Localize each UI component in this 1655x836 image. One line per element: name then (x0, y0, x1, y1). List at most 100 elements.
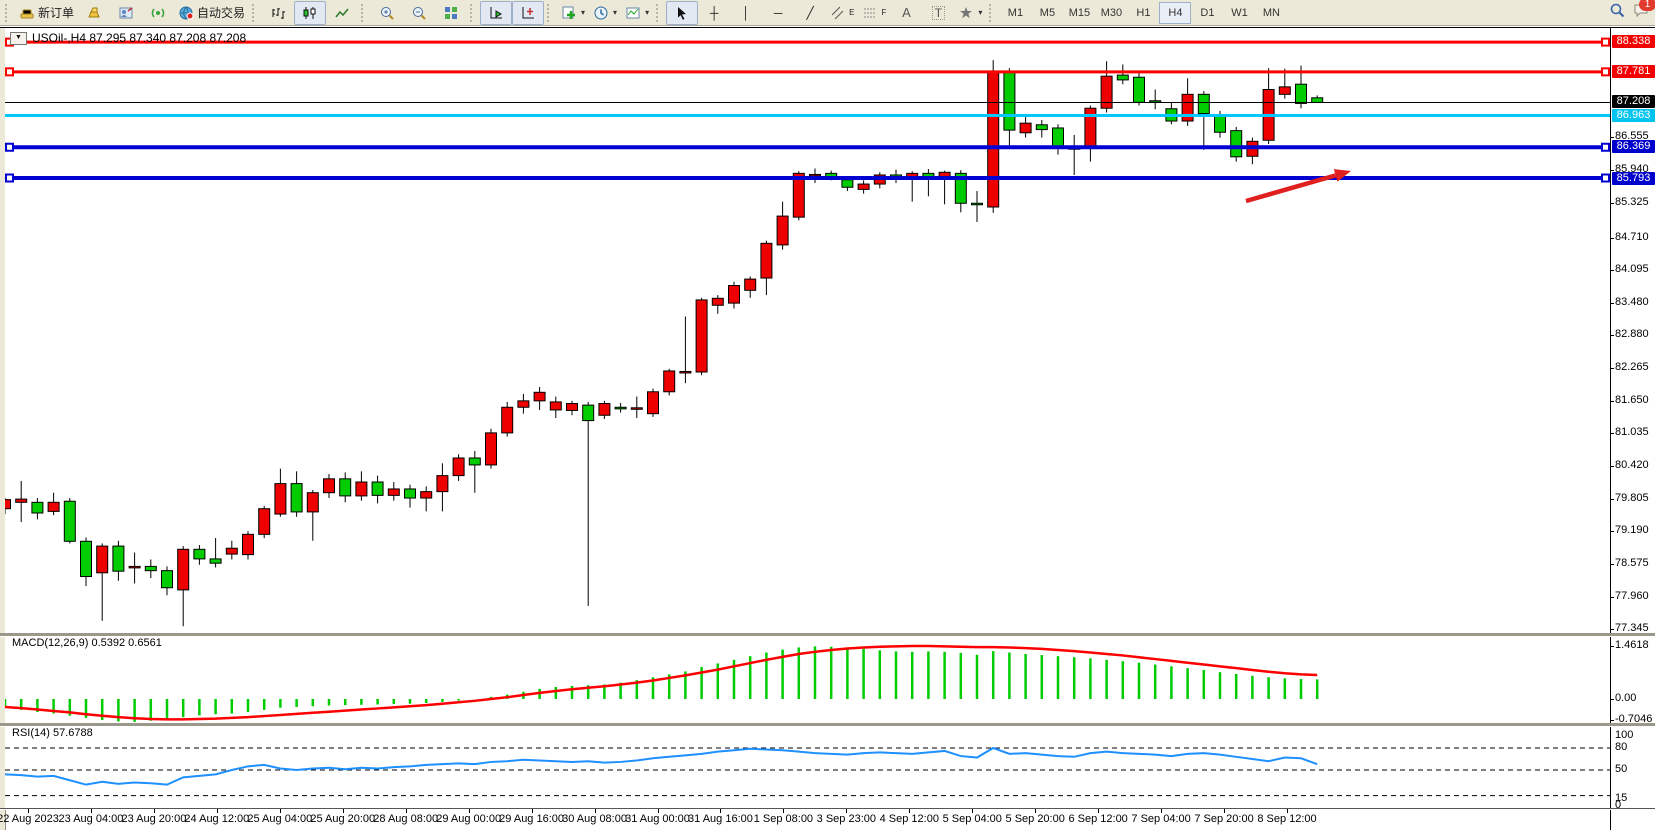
trendline-tool-button[interactable]: ╱ (794, 1, 826, 25)
profile-button[interactable] (110, 1, 142, 25)
candle-body (1295, 83, 1307, 104)
templates-button[interactable]: ▾ (621, 1, 653, 25)
cursor-tool-button[interactable] (666, 0, 699, 25)
axis-tick (1610, 433, 1614, 434)
auto-trading-button[interactable]: 自动交易 (174, 1, 249, 25)
axis-tick (216, 809, 218, 813)
price-line-badge: 88.338 (1612, 35, 1655, 48)
candle-body (938, 171, 951, 178)
zoom-in-icon (381, 6, 394, 20)
timeframe-button-d1[interactable]: D1 (1200, 6, 1215, 19)
fibonacci-icon (864, 8, 877, 17)
candle-body (1100, 75, 1113, 109)
zoom-out-icon (413, 6, 426, 20)
horizontal-line-tool-button[interactable]: ─ (762, 1, 794, 25)
zoom-in-button[interactable] (371, 1, 403, 25)
toolbar-grip[interactable] (989, 3, 995, 22)
toolbar-grip[interactable] (252, 3, 258, 22)
macd-signal-line (5, 644, 1318, 721)
line-handle[interactable] (1601, 67, 1610, 77)
toolbar-grip[interactable] (361, 3, 367, 22)
rsi-scale-label: 50 (1615, 763, 1628, 775)
axis-tick (1610, 368, 1614, 369)
search-icon[interactable] (1609, 2, 1625, 18)
time-axis-label: 1 Sep 08:00 (753, 813, 814, 825)
channel-tag: E (849, 8, 855, 17)
candle-body (501, 406, 514, 434)
candle-body (306, 492, 319, 513)
rsi-scale-label: 80 (1615, 741, 1628, 753)
auto-scroll-button[interactable] (480, 0, 513, 25)
zoom-out-button[interactable] (403, 1, 435, 25)
timeframe-button-m30[interactable]: M30 (1100, 6, 1123, 19)
toolbar-grip[interactable] (470, 3, 476, 22)
timeframe-button-h1[interactable]: H1 (1136, 6, 1151, 19)
chart-title: USOil-,H4 87.295 87.340 87.208 87.208 (32, 31, 247, 45)
chart-shift-button[interactable] (512, 0, 545, 25)
bar-chart-button[interactable] (262, 1, 294, 25)
ingots-button[interactable] (78, 1, 110, 25)
text-tool-button[interactable]: A (890, 1, 922, 25)
symbol-dropdown-icon[interactable]: ▼ (10, 31, 27, 45)
dropdown-arrow-icon: ▾ (581, 8, 586, 17)
bar-chart-icon (272, 7, 286, 19)
time-axis-label: 7 Sep 04:00 (1131, 813, 1191, 825)
candle-body (339, 478, 352, 497)
price-tick-label: 82.265 (1615, 361, 1649, 373)
toolbar-grip[interactable] (547, 3, 553, 22)
toolbar: 新订单 自动交易 ▾ ▾ (0, 0, 1655, 26)
line-chart-button[interactable] (326, 1, 358, 25)
rsi-pane[interactable] (5, 726, 1610, 808)
line-handle[interactable] (1601, 142, 1610, 152)
add-indicator-button[interactable]: ▾ (557, 1, 589, 25)
fibonacci-tool-button[interactable]: F (858, 1, 890, 25)
candlestick-chart-icon (303, 6, 316, 19)
shapes-tool-button[interactable]: ▾ (954, 1, 986, 25)
candle-body (161, 570, 173, 589)
price-tick-label: 84.710 (1615, 231, 1649, 243)
candle-body (5, 499, 11, 510)
line-handle[interactable] (5, 142, 14, 152)
candle-body (647, 391, 659, 415)
add-indicator-icon (562, 6, 576, 19)
candle-body (31, 501, 44, 514)
toolbar-grip[interactable] (656, 3, 662, 22)
timeframe-button-mn[interactable]: MN (1262, 6, 1280, 19)
vertical-line-tool-button[interactable]: │ (730, 1, 762, 25)
main-chart-pane[interactable] (5, 28, 1610, 633)
axis-tick (1610, 170, 1614, 171)
line-handle[interactable] (1601, 37, 1610, 47)
annotation-arrow[interactable] (1245, 173, 1337, 204)
line-handle[interactable] (1601, 173, 1610, 183)
label-tool-button[interactable]: T (922, 1, 954, 25)
axis-tick (1610, 699, 1614, 700)
timeframe-button-m5[interactable]: M5 (1039, 6, 1056, 19)
annotation-arrow-head[interactable] (1333, 169, 1351, 182)
channel-tool-button[interactable]: E (826, 1, 858, 25)
toolbar-grip[interactable] (5, 3, 11, 22)
time-axis-label: 25 Aug 20:00 (310, 813, 376, 825)
signal-button[interactable] (142, 1, 174, 25)
crosshair-tool-button[interactable]: ┼ (698, 1, 730, 25)
timeframe-button-w1[interactable]: W1 (1231, 6, 1248, 19)
timeframe-button-m15[interactable]: M15 (1068, 6, 1091, 19)
tile-windows-button[interactable] (435, 1, 467, 25)
cursor-icon (678, 6, 687, 20)
candle-body (258, 508, 271, 535)
axis-tick (1610, 646, 1614, 647)
notifications-button[interactable]: 1 (1633, 0, 1655, 18)
axis-tick (1610, 499, 1614, 500)
tile-windows-icon (445, 6, 458, 19)
periods-button[interactable]: ▾ (589, 1, 621, 25)
timeframe-button-h4[interactable]: H4 (1159, 1, 1192, 24)
candle-body (1197, 93, 1210, 115)
new-order-button[interactable]: 新订单 (15, 1, 78, 25)
rsi-scale-label: 100 (1615, 729, 1634, 741)
line-handle[interactable] (5, 173, 14, 183)
timeframe-button-m1[interactable]: M1 (1007, 6, 1024, 19)
line-handle[interactable] (5, 67, 14, 77)
candlestick-chart-button[interactable] (294, 0, 327, 25)
axis-tick (1610, 303, 1614, 304)
macd-pane[interactable] (5, 636, 1610, 723)
axis-tick (1610, 137, 1614, 138)
